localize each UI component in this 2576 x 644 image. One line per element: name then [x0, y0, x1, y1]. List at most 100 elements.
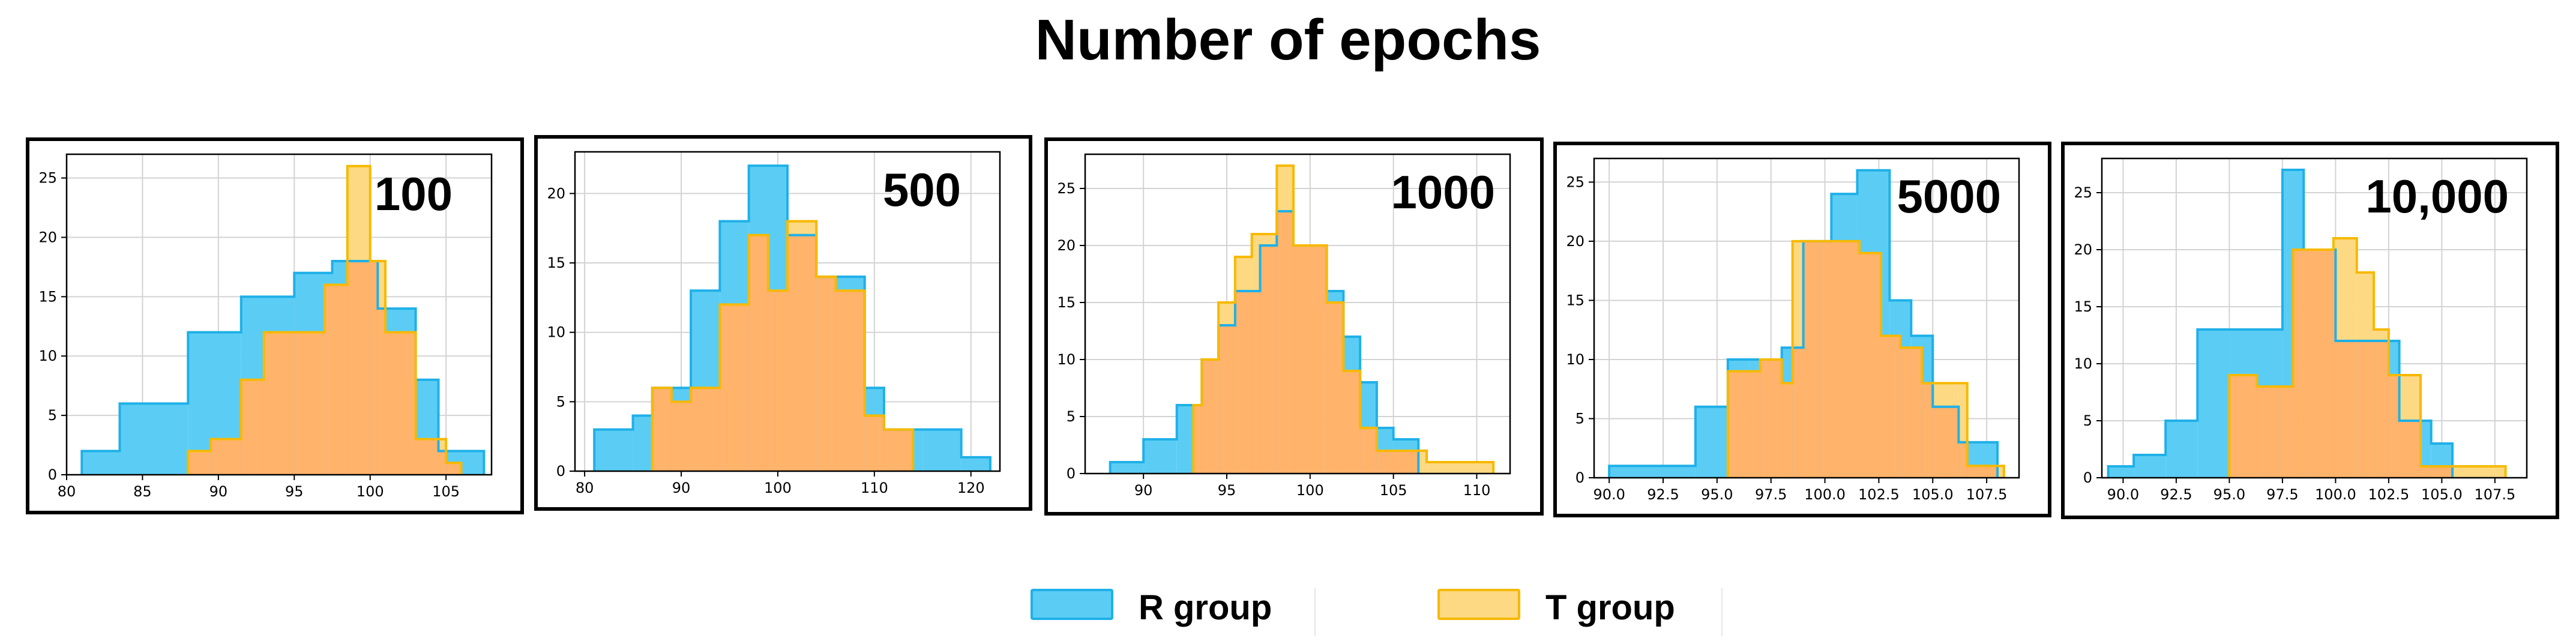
t-group-bar: [1889, 336, 1901, 478]
y-tick-label: 5: [2083, 412, 2092, 429]
t-group-bar: [1218, 325, 1235, 474]
x-tick-label: 80: [58, 483, 76, 500]
t-group-bar: [1277, 211, 1294, 474]
x-tick-label: 110: [861, 480, 888, 496]
r-group-outline: [80, 260, 486, 475]
t-group-bar: [1803, 241, 1821, 478]
t-group-bar: [1360, 428, 1377, 474]
t-group-bar: [211, 439, 241, 475]
t-group-bar: [1831, 241, 1858, 478]
t-group-bar: [1235, 291, 1252, 474]
t-group-bar-excess: [1260, 234, 1277, 245]
t-group-bar: [1251, 291, 1260, 474]
t-group-bar-excess: [2452, 466, 2470, 478]
t-group-bar: [2399, 421, 2421, 478]
t-group-bar: [1792, 348, 1804, 478]
t-group-bar-excess: [787, 221, 817, 235]
y-tick-label: 5: [1067, 408, 1076, 425]
t-group-bar-excess: [1251, 234, 1260, 291]
t-group-bar: [294, 332, 325, 475]
r-group-bar: [119, 403, 188, 475]
y-tick-label: 15: [1057, 294, 1076, 311]
y-tick-label: 25: [1057, 180, 1076, 197]
x-tick-label: 107.5: [1966, 486, 2008, 503]
t-group-bar: [1880, 336, 1890, 478]
x-tick-label: 92.5: [1647, 486, 1679, 503]
r-group-bar: [2134, 455, 2166, 478]
x-tick-label: 100: [764, 480, 792, 496]
t-group-bar: [370, 261, 378, 475]
r-group-bar: [82, 451, 120, 475]
t-group-bar-excess: [1997, 466, 2004, 478]
legend-t-label: T group: [1545, 588, 1675, 627]
legend-r-swatch: [1031, 589, 1113, 620]
histogram-panel-500: 80 90 100 110 120 0 5 10 15 20 500: [534, 135, 1032, 511]
x-tick-label: 80: [576, 480, 594, 496]
y-tick-label: 0: [48, 466, 57, 483]
t-group-outline: [651, 220, 915, 471]
x-tick-label: 110: [1463, 482, 1491, 499]
t-group-bar: [1193, 405, 1202, 474]
t-group-bar-excess: [438, 439, 447, 451]
t-group-bar-excess: [1235, 257, 1252, 291]
t-group-bar-excess: [1277, 166, 1294, 211]
r-group-bar: [633, 415, 652, 471]
t-group-bar: [324, 284, 333, 475]
y-tick-label: 20: [1566, 233, 1584, 250]
legend-divider: [1314, 588, 1316, 636]
t-group-bar: [768, 290, 787, 471]
t-group-bar: [1958, 442, 1967, 478]
epoch-count-label: 500: [883, 163, 961, 216]
x-tick-label: 100.0: [2315, 486, 2356, 503]
t-group-bar: [691, 388, 720, 471]
t-group-bar: [1922, 383, 1933, 478]
t-group-bar: [1393, 451, 1419, 474]
y-tick-label: 5: [1575, 410, 1584, 427]
plot-frame: [574, 151, 1001, 472]
t-group-bar-excess: [1427, 462, 1494, 474]
r-group-bar: [1695, 406, 1728, 478]
t-group-bar: [2421, 466, 2431, 478]
r-group-bar: [1110, 462, 1144, 474]
t-group-bar: [1933, 406, 1959, 478]
t-group-bar-excess: [1933, 383, 1959, 407]
y-tick-label: 20: [2074, 241, 2092, 258]
t-group-bar: [720, 304, 749, 471]
y-tick-label: 20: [38, 229, 57, 245]
y-tick-label: 20: [547, 185, 565, 202]
legend-r-group: R group: [1028, 585, 1340, 627]
legend-divider-right: [1721, 588, 1723, 636]
t-group-bar: [1376, 451, 1394, 474]
t-group-bar: [1326, 302, 1344, 474]
x-tick-label: 85: [133, 483, 152, 500]
t-group-bar: [347, 261, 370, 475]
t-group-bar: [2229, 375, 2257, 478]
t-group-bar-excess: [1958, 383, 1967, 442]
t-group-bar: [2282, 387, 2293, 478]
t-group-bar-excess: [2374, 330, 2389, 341]
t-group-bar: [1911, 348, 1922, 478]
t-group-bar: [263, 332, 295, 475]
t-group-bar: [2257, 387, 2278, 478]
t-group-bar: [2431, 466, 2453, 478]
x-tick-label: 105.0: [2421, 486, 2463, 503]
x-tick-label: 90.0: [2107, 486, 2139, 503]
r-group-bar: [1609, 466, 1696, 478]
y-tick-label: 25: [1566, 173, 1584, 190]
legend-t-group: T group: [1434, 585, 1747, 627]
x-tick-label: 90: [1134, 482, 1153, 499]
histogram-panel-1000: 90 95 100 105 110 0 5 10 15 20 25 1000: [1044, 137, 1544, 516]
t-group-bar: [1260, 245, 1277, 474]
t-group-bar: [241, 379, 264, 475]
x-tick-label: 102.5: [2368, 486, 2410, 503]
t-group-bar: [1781, 383, 1793, 478]
epoch-count-label: 10,000: [2365, 170, 2509, 223]
histogram-panel-5000: 90.0 92.5 95.0 97.5 100.0 102.5 105.0 107.5 0 5 10…: [1553, 142, 2051, 517]
t-group-outline: [187, 164, 463, 475]
t-group-bar: [446, 463, 462, 475]
t-group-bar: [1900, 348, 1912, 478]
histogram-svg-1000: 90 95 100 105 110 0 5 10 15 20 25 1000: [1057, 153, 1511, 499]
x-tick-label: 90: [209, 483, 228, 500]
t-group-bar: [2293, 250, 2304, 478]
t-group-bar-excess: [2399, 375, 2421, 421]
